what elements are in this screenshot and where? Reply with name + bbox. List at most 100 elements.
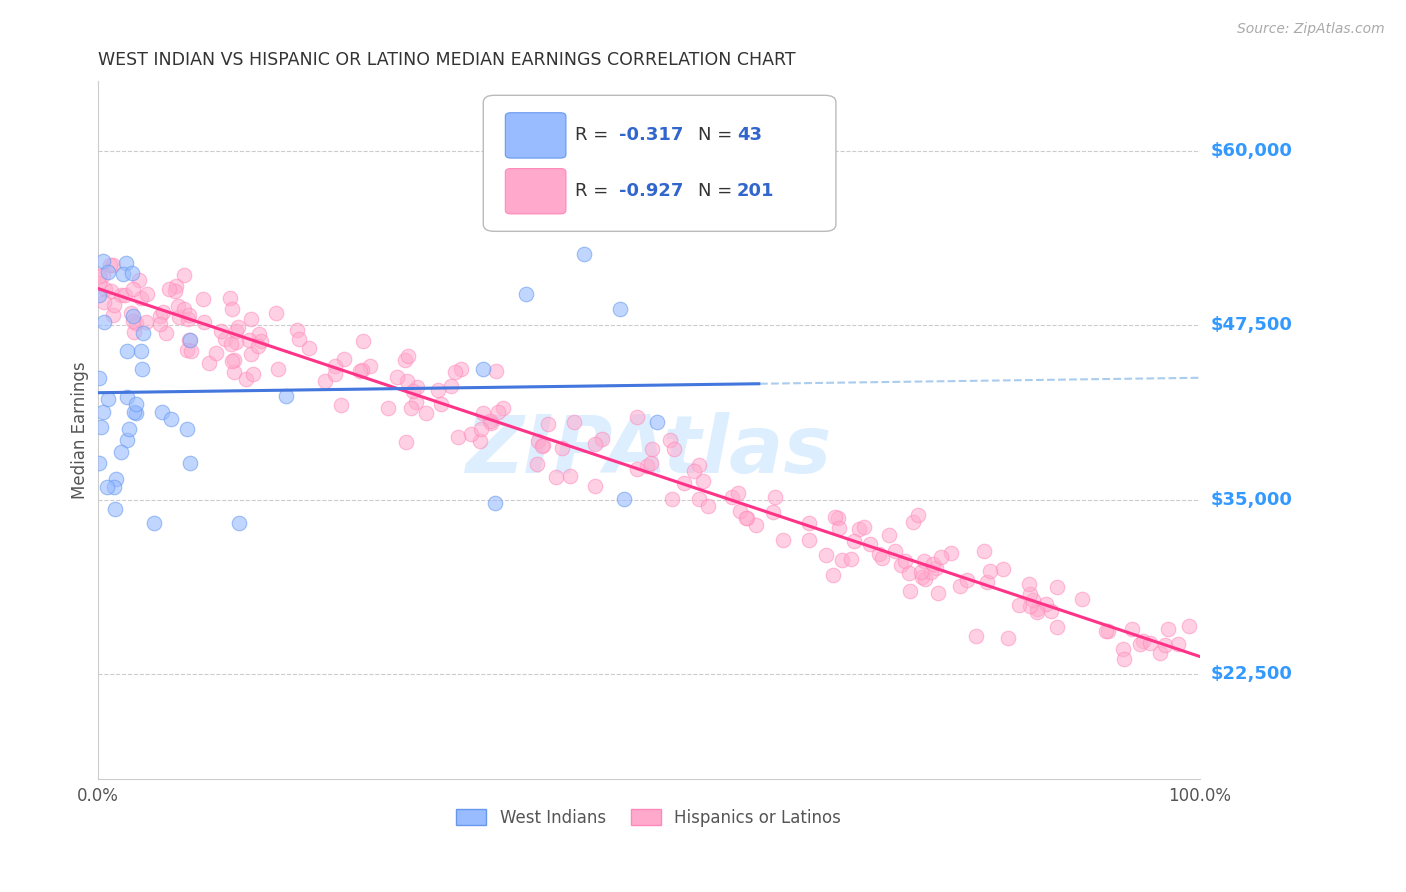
Point [165, 279, 187, 293]
Point [228, 516, 250, 531]
Point [852, 520, 875, 534]
Point [219, 337, 242, 351]
Point [91, 268, 114, 282]
Point [177, 308, 200, 322]
Point [1114, 652, 1136, 666]
Point [956, 574, 979, 588]
Point [359, 359, 381, 373]
Point [762, 505, 785, 519]
Text: WEST INDIAN VS HISPANIC OR LATINO MEDIAN EARNINGS CORRELATION CHART: WEST INDIAN VS HISPANIC OR LATINO MEDIAN… [97, 51, 796, 69]
Point [288, 332, 311, 346]
Point [897, 566, 920, 581]
Point [696, 499, 718, 513]
Text: -0.927: -0.927 [619, 182, 683, 200]
Point [143, 516, 166, 530]
Point [352, 334, 374, 348]
Point [929, 550, 952, 565]
Point [901, 515, 924, 529]
Point [1019, 599, 1042, 613]
Point [893, 553, 915, 567]
Point [735, 511, 758, 525]
Point [828, 521, 851, 535]
Point [350, 363, 373, 377]
Point [100, 258, 122, 272]
Point [176, 422, 198, 436]
Point [238, 334, 260, 348]
Point [859, 537, 882, 551]
Point [120, 305, 142, 319]
Point [661, 492, 683, 507]
Point [727, 486, 749, 500]
Point [329, 398, 352, 412]
Point [468, 434, 491, 449]
Point [868, 547, 890, 561]
Point [115, 344, 138, 359]
Y-axis label: Median Earnings: Median Earnings [72, 361, 89, 499]
Point [224, 353, 246, 368]
Point [405, 395, 427, 409]
Point [692, 474, 714, 488]
Point [1026, 602, 1049, 616]
Point [1097, 624, 1119, 638]
Point [965, 629, 987, 643]
Point [110, 288, 132, 302]
Point [91, 254, 114, 268]
Point [797, 516, 820, 530]
Point [157, 282, 180, 296]
Point [395, 374, 418, 388]
Point [939, 546, 962, 560]
Point [640, 442, 662, 456]
Point [415, 406, 437, 420]
Point [193, 314, 215, 328]
Point [1149, 646, 1171, 660]
FancyBboxPatch shape [484, 95, 837, 231]
Point [558, 468, 581, 483]
Point [177, 312, 200, 326]
Point [226, 319, 249, 334]
Point [1019, 587, 1042, 601]
Point [179, 333, 201, 347]
Point [910, 565, 932, 579]
Point [1132, 633, 1154, 648]
Point [591, 432, 613, 446]
Point [401, 401, 423, 415]
Point [877, 528, 900, 542]
Legend: West Indians, Hispanics or Latinos: West Indians, Hispanics or Latinos [450, 802, 848, 833]
Point [515, 286, 537, 301]
Point [613, 491, 636, 506]
Point [135, 315, 157, 329]
Point [1046, 620, 1069, 634]
Point [1095, 624, 1118, 638]
Point [562, 415, 585, 429]
Point [167, 310, 190, 325]
Point [583, 479, 606, 493]
Point [647, 415, 669, 429]
Point [242, 367, 264, 381]
Point [152, 304, 174, 318]
Point [209, 324, 232, 338]
Point [219, 291, 242, 305]
Point [111, 267, 134, 281]
Text: 43: 43 [737, 126, 762, 145]
Point [135, 287, 157, 301]
Point [997, 632, 1019, 646]
Point [799, 533, 821, 548]
Point [197, 355, 219, 369]
Point [121, 266, 143, 280]
Point [122, 405, 145, 419]
Point [225, 335, 247, 350]
Point [125, 316, 148, 330]
Point [827, 510, 849, 524]
Point [479, 416, 502, 430]
Text: ZIPAtlas: ZIPAtlas [465, 412, 832, 490]
Point [205, 346, 228, 360]
Text: $47,500: $47,500 [1211, 317, 1292, 334]
Text: -0.317: -0.317 [619, 126, 683, 145]
FancyBboxPatch shape [505, 112, 567, 158]
Point [976, 575, 998, 590]
Point [93, 315, 115, 329]
Point [124, 406, 146, 420]
Point [949, 579, 972, 593]
Point [484, 495, 506, 509]
Point [1071, 592, 1094, 607]
